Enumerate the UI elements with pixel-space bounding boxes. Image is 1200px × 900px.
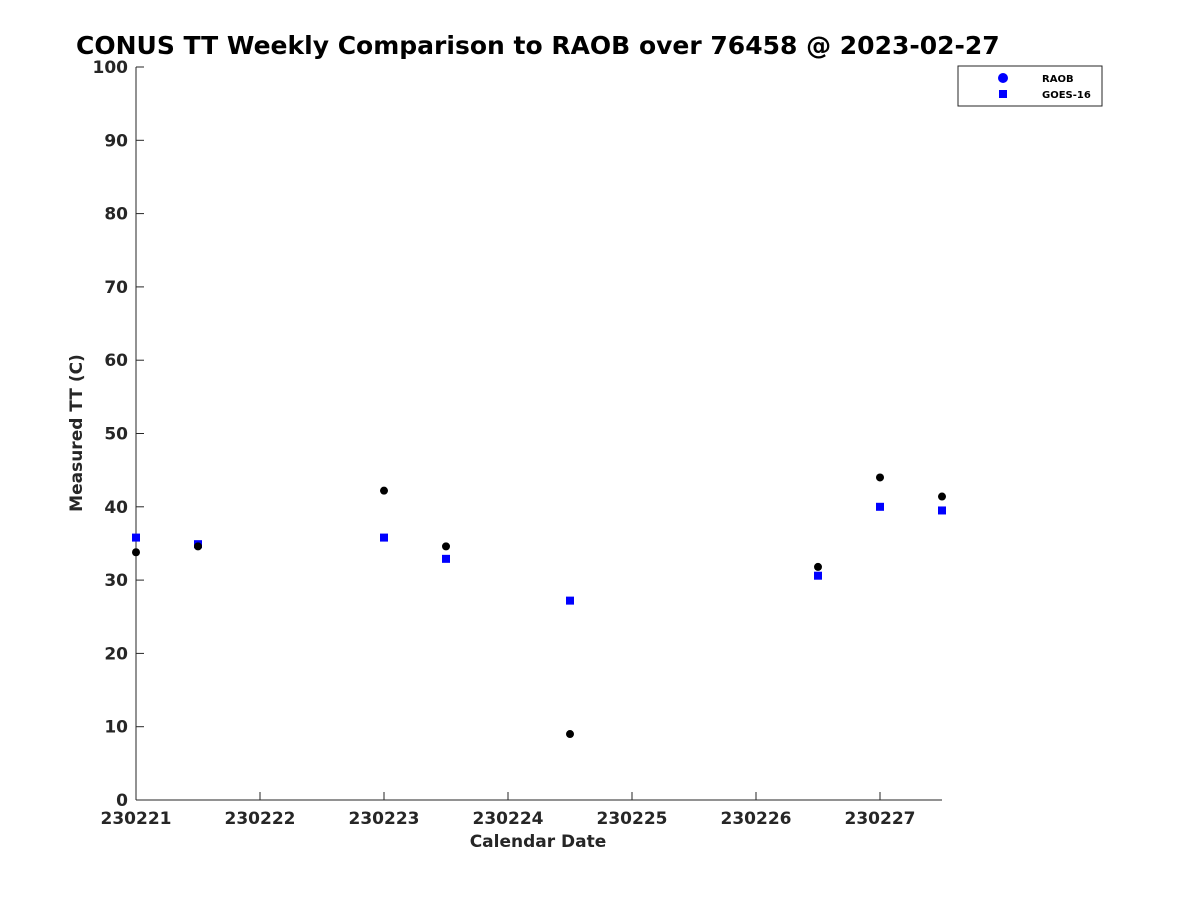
- y-tick-label: 40: [104, 498, 128, 518]
- goes-16-point: [132, 533, 140, 542]
- y-ticks: 0 10 20 30 40 50 60 70 80 90 100: [93, 58, 144, 811]
- y-tick-label: 50: [104, 425, 128, 445]
- raob-point: [132, 548, 140, 557]
- raob-point: [814, 562, 822, 571]
- goes-16-point: [876, 502, 884, 511]
- goes-16-point: [814, 571, 822, 580]
- x-tick-label: 230221: [101, 809, 172, 829]
- x-ticks: 230221 230222 230223 230224 230225 230226 2302…: [101, 792, 916, 829]
- x-tick-label: 230224: [473, 809, 544, 829]
- legend: RAOB GOES-16: [957, 65, 1103, 107]
- raob-point: [566, 730, 574, 739]
- raob-point: [442, 542, 450, 551]
- y-tick-label: 20: [104, 644, 128, 664]
- raob-point: [876, 473, 884, 482]
- y-tick-label: 30: [104, 571, 128, 591]
- legend-raob-marker: [998, 73, 1008, 83]
- x-axis-label: Calendar Date: [470, 832, 607, 852]
- goes-16-point: [566, 596, 574, 605]
- y-tick-label: 0: [116, 791, 128, 811]
- goes-16-point: [938, 506, 946, 515]
- x-tick-label: 230222: [225, 809, 296, 829]
- legend-label: RAOB: [1042, 74, 1074, 85]
- x-tick-label: 230223: [349, 809, 420, 829]
- x-tick-label: 230226: [721, 809, 792, 829]
- x-tick-label: 230225: [597, 809, 668, 829]
- legend-box: [957, 65, 1103, 107]
- y-tick-label: 80: [104, 205, 128, 225]
- legend-label: GOES-16: [1042, 90, 1091, 101]
- y-tick-label: 60: [104, 351, 128, 371]
- x-tick-label: 230227: [845, 809, 916, 829]
- raob-point: [938, 492, 946, 501]
- axes: [135, 67, 942, 801]
- y-tick-label: 10: [104, 718, 128, 738]
- data-points: [132, 473, 946, 739]
- goes-16-point: [442, 554, 450, 563]
- legend-goes-16-marker: [999, 90, 1007, 98]
- y-tick-label: 70: [104, 278, 128, 298]
- raob-point: [380, 486, 388, 495]
- raob-point: [194, 542, 202, 551]
- y-tick-label: 90: [104, 131, 128, 151]
- y-axis-label: Measured TT (C): [67, 354, 87, 512]
- goes-16-point: [380, 533, 388, 542]
- chart-title: CONUS TT Weekly Comparison to RAOB over …: [76, 31, 1000, 60]
- y-tick-label: 100: [93, 58, 129, 78]
